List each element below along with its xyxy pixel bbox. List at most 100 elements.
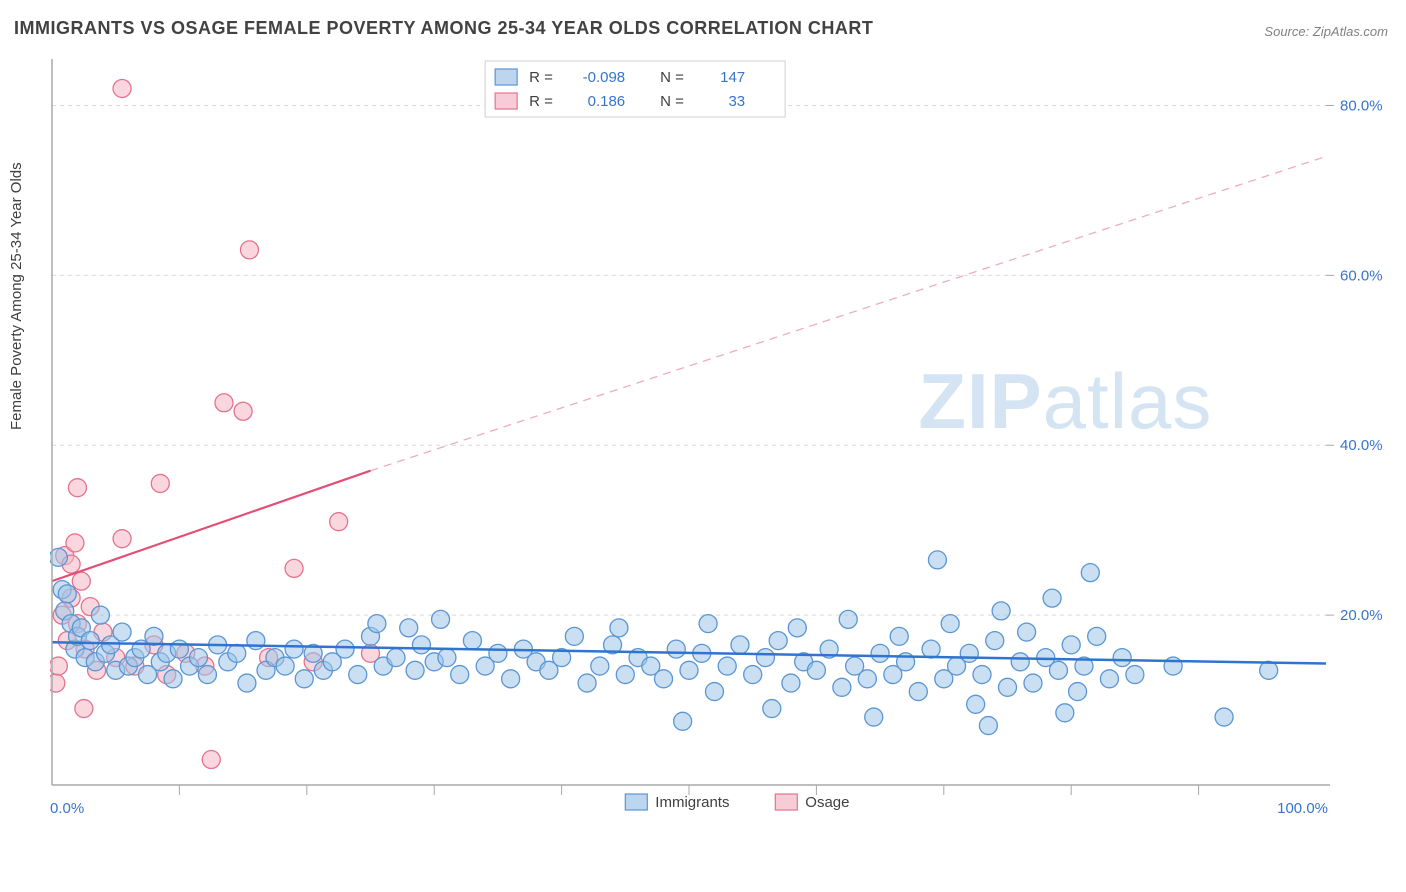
data-point-immigrants	[769, 632, 787, 650]
data-point-immigrants	[438, 649, 456, 667]
data-point-immigrants	[986, 632, 1004, 650]
data-point-osage	[234, 402, 252, 420]
data-point-immigrants	[788, 619, 806, 637]
watermark: ZIPatlas	[918, 357, 1212, 445]
data-point-immigrants	[705, 683, 723, 701]
data-point-osage	[113, 79, 131, 97]
data-point-immigrants	[699, 615, 717, 633]
data-point-immigrants	[756, 649, 774, 667]
data-point-immigrants	[578, 674, 596, 692]
data-point-immigrants	[502, 670, 520, 688]
data-point-immigrants	[1126, 666, 1144, 684]
chart-area: ZIPatlas0.0%100.0%20.0%40.0%60.0%80.0%R …	[50, 55, 1390, 825]
data-point-immigrants	[276, 657, 294, 675]
data-point-osage	[202, 751, 220, 769]
data-point-immigrants	[91, 606, 109, 624]
data-point-immigrants	[489, 644, 507, 662]
data-point-osage	[215, 394, 233, 412]
data-point-immigrants	[967, 695, 985, 713]
chart-svg: ZIPatlas0.0%100.0%20.0%40.0%60.0%80.0%R …	[50, 55, 1390, 875]
chart-title: IMMIGRANTS VS OSAGE FEMALE POVERTY AMONG…	[14, 18, 873, 39]
legend-n-label: N =	[660, 69, 684, 86]
data-point-immigrants	[113, 623, 131, 641]
source-value: ZipAtlas.com	[1313, 24, 1388, 39]
data-point-immigrants	[406, 661, 424, 679]
data-point-immigrants	[170, 640, 188, 658]
data-point-immigrants	[368, 615, 386, 633]
data-point-immigrants	[941, 615, 959, 633]
legend-swatch-immigrants	[495, 69, 517, 85]
data-point-immigrants	[1049, 661, 1067, 679]
y-tick-label: 80.0%	[1340, 97, 1383, 114]
data-point-immigrants	[865, 708, 883, 726]
data-point-immigrants	[973, 666, 991, 684]
source-label: Source:	[1264, 24, 1309, 39]
data-point-osage	[285, 559, 303, 577]
bottom-legend-swatch-immigrants	[625, 794, 647, 810]
data-point-immigrants	[58, 585, 76, 603]
y-tick-label: 20.0%	[1340, 607, 1383, 624]
data-point-immigrants	[565, 627, 583, 645]
data-point-immigrants	[1056, 704, 1074, 722]
data-point-immigrants	[871, 644, 889, 662]
data-point-immigrants	[400, 619, 418, 637]
data-point-immigrants	[1024, 674, 1042, 692]
y-tick-label: 60.0%	[1340, 267, 1383, 284]
legend-n-label: N =	[660, 93, 684, 110]
data-point-immigrants	[1062, 636, 1080, 654]
data-point-immigrants	[387, 649, 405, 667]
data-point-osage	[240, 241, 258, 259]
legend-r-value-immigrants: -0.098	[583, 69, 626, 86]
data-point-immigrants	[164, 670, 182, 688]
bottom-legend-swatch-osage	[775, 794, 797, 810]
data-point-immigrants	[839, 610, 857, 628]
data-point-immigrants	[412, 636, 430, 654]
data-point-immigrants	[960, 644, 978, 662]
data-point-immigrants	[1260, 661, 1278, 679]
data-point-immigrants	[890, 627, 908, 645]
legend-r-label: R =	[529, 69, 553, 86]
data-point-immigrants	[1215, 708, 1233, 726]
data-point-immigrants	[928, 551, 946, 569]
data-point-immigrants	[655, 670, 673, 688]
data-point-immigrants	[190, 649, 208, 667]
data-point-immigrants	[680, 661, 698, 679]
source-attribution: Source: ZipAtlas.com	[1264, 24, 1388, 39]
data-point-osage	[72, 572, 90, 590]
data-point-immigrants	[807, 661, 825, 679]
data-point-immigrants	[285, 640, 303, 658]
data-point-immigrants	[1113, 649, 1131, 667]
data-point-immigrants	[81, 632, 99, 650]
data-point-immigrants	[718, 657, 736, 675]
x-tick-label: 0.0%	[50, 800, 84, 817]
data-point-immigrants	[667, 640, 685, 658]
data-point-immigrants	[228, 644, 246, 662]
data-point-immigrants	[616, 666, 634, 684]
data-point-immigrants	[1011, 653, 1029, 671]
bottom-legend-label-immigrants: Immigrants	[655, 794, 729, 811]
legend-n-value-osage: 33	[728, 93, 745, 110]
data-point-immigrants	[992, 602, 1010, 620]
bottom-legend-label-osage: Osage	[805, 794, 849, 811]
data-point-immigrants	[1043, 589, 1061, 607]
data-point-immigrants	[238, 674, 256, 692]
data-point-osage	[66, 534, 84, 552]
data-point-immigrants	[1018, 623, 1036, 641]
data-point-osage	[151, 474, 169, 492]
data-point-immigrants	[782, 674, 800, 692]
data-point-immigrants	[763, 700, 781, 718]
data-point-immigrants	[909, 683, 927, 701]
data-point-osage	[68, 479, 86, 497]
data-point-immigrants	[295, 670, 313, 688]
data-point-immigrants	[999, 678, 1017, 696]
data-point-osage	[75, 700, 93, 718]
y-axis-label: Female Poverty Among 25-34 Year Olds	[8, 162, 25, 430]
data-point-immigrants	[336, 640, 354, 658]
data-point-immigrants	[463, 632, 481, 650]
legend-swatch-osage	[495, 93, 517, 109]
data-point-immigrants	[432, 610, 450, 628]
data-point-immigrants	[858, 670, 876, 688]
data-point-immigrants	[731, 636, 749, 654]
data-point-immigrants	[610, 619, 628, 637]
data-point-immigrants	[674, 712, 692, 730]
